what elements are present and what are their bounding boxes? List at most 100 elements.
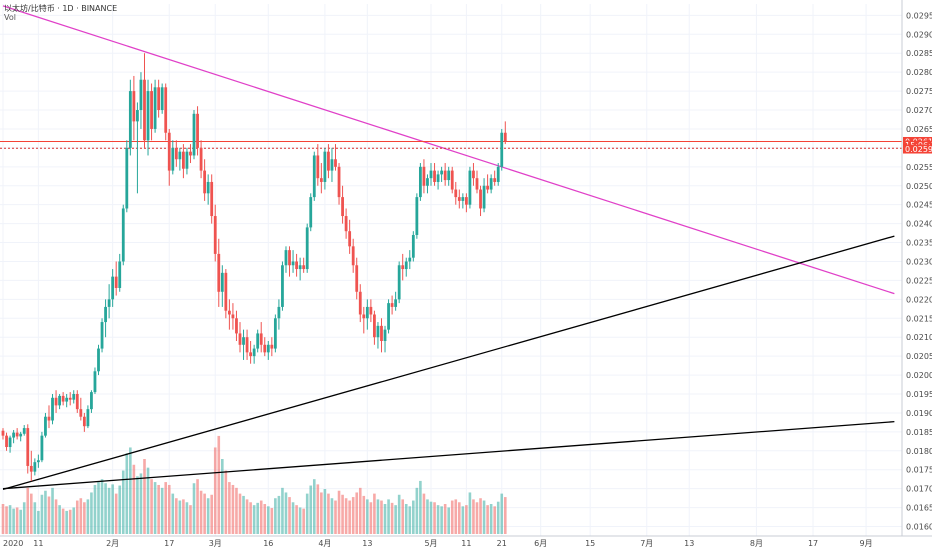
volume-bar xyxy=(323,489,327,534)
y-tick-label: 0.020000 xyxy=(906,371,932,380)
volume-bar xyxy=(479,498,482,534)
candle-body xyxy=(351,246,355,266)
x-tick-label: 11 xyxy=(461,539,471,548)
candle-body xyxy=(426,178,429,186)
volume-bar xyxy=(373,493,376,534)
candle-body xyxy=(433,170,436,182)
candle-body xyxy=(199,147,203,171)
volume-bar xyxy=(242,495,245,534)
candle-body xyxy=(242,337,245,345)
volume-bar xyxy=(199,490,203,534)
candle-body xyxy=(461,197,465,201)
candle-body xyxy=(36,460,40,463)
candle-body xyxy=(5,435,8,448)
y-tick-label: 0.020500 xyxy=(906,352,932,361)
candle-body xyxy=(436,174,440,182)
candle-body xyxy=(330,159,334,171)
volume-bar xyxy=(65,510,68,534)
volume-bar xyxy=(390,502,394,534)
candle-body xyxy=(235,318,238,334)
volume-bar xyxy=(238,493,242,534)
y-tick-label: 0.018500 xyxy=(906,428,932,437)
y-tick-label: 0.029000 xyxy=(906,30,932,39)
volume-bar xyxy=(8,505,12,534)
volume-bar xyxy=(143,459,146,534)
volume-bar xyxy=(475,502,479,534)
candle-body xyxy=(100,322,104,349)
candle-body xyxy=(206,181,210,194)
volume-bar xyxy=(270,508,274,534)
volume-bar xyxy=(90,492,93,534)
candle-body xyxy=(90,392,93,410)
volume-bar xyxy=(394,505,397,534)
volume-bar xyxy=(210,494,213,534)
volume-bar xyxy=(79,498,83,534)
volume-bar xyxy=(175,498,178,534)
volume-bar xyxy=(171,493,175,534)
candle-body xyxy=(454,189,458,198)
candle-body xyxy=(348,231,352,247)
y-tick-label: 0.016500 xyxy=(906,504,932,513)
candle-body xyxy=(171,147,175,171)
volume-bar xyxy=(344,498,348,534)
volume-bar xyxy=(228,482,231,534)
candle-body xyxy=(245,337,249,353)
candle-body xyxy=(185,151,189,169)
candle-body xyxy=(15,432,19,437)
candle-body xyxy=(249,352,253,357)
candle-body xyxy=(107,299,111,307)
y-tick-label: 0.027000 xyxy=(906,106,932,115)
candle-body xyxy=(270,344,274,349)
candle-body xyxy=(418,166,422,198)
candle-body xyxy=(475,178,479,190)
volume-bar xyxy=(100,479,104,534)
candle-body xyxy=(8,437,12,448)
y-tick-label: 0.025500 xyxy=(906,163,932,172)
volume-bar xyxy=(160,487,164,534)
volume-bar xyxy=(454,499,458,534)
candle-body xyxy=(93,371,97,393)
volume-label: Vol xyxy=(4,13,16,22)
trend-line xyxy=(2,421,895,490)
volume-bar xyxy=(320,492,323,534)
volume-bar xyxy=(309,485,313,534)
candle-body xyxy=(373,314,376,338)
volume-bar xyxy=(26,487,30,534)
volume-bar xyxy=(274,498,277,534)
candle-body xyxy=(213,216,217,254)
volume-bar xyxy=(397,494,401,534)
volume-bar xyxy=(404,504,408,534)
volume-bar xyxy=(281,487,284,534)
volume-bar xyxy=(114,493,118,534)
candle-body xyxy=(358,291,362,315)
volume-bar xyxy=(58,505,61,534)
x-tick-label: 11 xyxy=(33,539,43,548)
candle-body xyxy=(341,197,344,217)
candle-body xyxy=(121,208,125,262)
volume-bar xyxy=(256,502,259,534)
y-tick-label: 0.021000 xyxy=(906,333,932,342)
volume-bar xyxy=(97,482,100,534)
volume-bar xyxy=(415,487,419,534)
y-tick-label: 0.025000 xyxy=(906,182,932,191)
candle-body xyxy=(167,132,171,171)
volume-bar xyxy=(482,500,486,534)
x-tick-label: 2月 xyxy=(106,539,119,548)
candle-body xyxy=(54,397,58,406)
symbol-header: 以太坊/比特币 · 1D · BINANCE xyxy=(4,4,118,13)
x-tick-label: 13 xyxy=(684,539,694,548)
volume-bar xyxy=(330,498,334,534)
candle-body xyxy=(489,178,493,190)
candle-body xyxy=(273,318,277,349)
volume-bar xyxy=(443,504,447,534)
candle-body xyxy=(217,253,221,292)
volume-bar xyxy=(5,506,8,534)
candle-body xyxy=(298,265,302,270)
volume-bar xyxy=(245,499,249,534)
x-tick-label: 13 xyxy=(362,539,372,548)
candle-body xyxy=(323,151,327,182)
volume-bar xyxy=(51,487,54,534)
trend-line xyxy=(2,235,895,491)
